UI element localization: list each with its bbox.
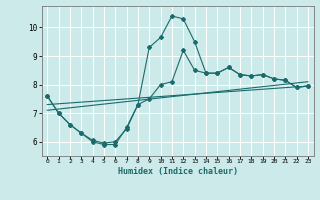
X-axis label: Humidex (Indice chaleur): Humidex (Indice chaleur) [118,167,237,176]
